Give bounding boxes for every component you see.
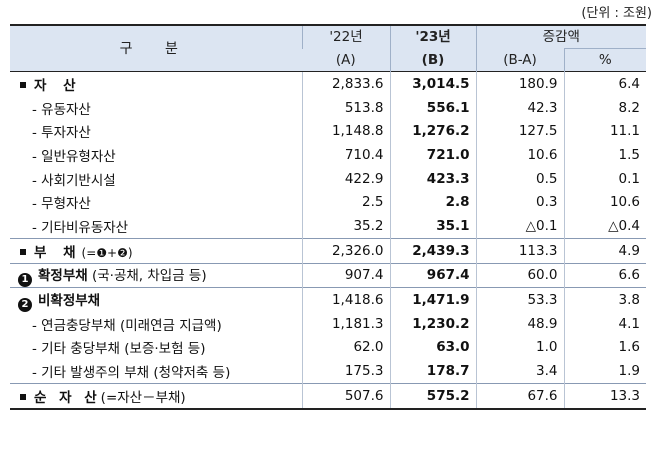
cell-v23: 2,439.3 — [389, 237, 476, 263]
cell-diff: 10.6 — [475, 143, 564, 167]
cell-diff: 48.9 — [475, 311, 564, 336]
cell-diff: 0.5 — [475, 166, 564, 191]
row-label: - 기타 충당부채 (보증·보험 등) — [32, 341, 206, 358]
cell-v22: 907.4 — [301, 262, 390, 288]
header-category: 구 분 — [10, 25, 302, 72]
cell-diff: 180.9 — [475, 70, 564, 96]
header-change: 증감액 — [475, 25, 647, 49]
cell-pct: △0.4 — [563, 214, 647, 239]
cell-v23: 2.8 — [389, 190, 476, 215]
cell-v23: 3,014.5 — [389, 70, 476, 96]
row-label: - 연금충당부채 (미래연금 지급액) — [32, 317, 222, 334]
unit-note: (단위 : 조원) — [581, 6, 652, 21]
square-bullet-icon — [20, 393, 26, 400]
table-row: - 투자자산 1,148.8 1,276.2 127.5 11.1 — [10, 119, 647, 144]
cell-pct: 4.9 — [563, 237, 647, 263]
row-label: 순 자 산(=자산－부채) — [10, 382, 302, 410]
row-label: 2 비확정부채 — [10, 287, 302, 312]
cell-v23: 178.7 — [389, 359, 476, 384]
header-y22: '22년 — [301, 25, 390, 49]
table-row: 2 비확정부채 1,418.6 1,471.9 53.3 3.8 — [10, 287, 647, 312]
circled-number-icon: 2 — [18, 297, 32, 312]
cell-v22: 1,148.8 — [301, 119, 390, 144]
cell-pct: 1.6 — [563, 335, 647, 360]
cell-pct: 0.1 — [563, 166, 647, 191]
table-row: - 기타비유동자산 35.2 35.1 △0.1 △0.4 — [10, 214, 647, 239]
cell-pct: 3.8 — [563, 287, 647, 312]
row-label: - 사회기반시설 — [32, 172, 116, 189]
cell-diff: 0.3 — [475, 190, 564, 215]
cell-pct: 11.1 — [563, 119, 647, 144]
row-label: - 투자자산 — [32, 125, 91, 142]
header-pct: % — [563, 48, 647, 72]
square-bullet-icon — [20, 81, 26, 88]
row-label: - 유동자산 — [32, 101, 91, 118]
cell-v22: 1,418.6 — [301, 287, 390, 312]
cell-pct: 6.6 — [563, 262, 647, 288]
cell-diff: 3.4 — [475, 359, 564, 384]
cell-v23: 423.3 — [389, 166, 476, 191]
header-y23-sub: (B) — [389, 48, 476, 72]
cell-v23: 556.1 — [389, 95, 476, 120]
table-row: 1 확정부채 (국·공채, 차입금 등) 907.4 967.4 60.0 6.6 — [10, 262, 647, 288]
cell-v22: 710.4 — [301, 143, 390, 167]
cell-v22: 422.9 — [301, 166, 390, 191]
header-y23: '23년 — [389, 25, 476, 49]
cell-diff: △0.1 — [475, 214, 564, 239]
cell-diff: 1.0 — [475, 335, 564, 360]
cell-diff: 53.3 — [475, 287, 564, 312]
cell-diff: 60.0 — [475, 262, 564, 288]
cell-pct: 10.6 — [563, 190, 647, 215]
row-label: - 기타비유동자산 — [32, 219, 129, 236]
cell-pct: 6.4 — [563, 70, 647, 96]
row-label: 1 확정부채 (국·공채, 차입금 등) — [10, 262, 302, 288]
cell-pct: 4.1 — [563, 311, 647, 336]
cell-v22: 2.5 — [301, 190, 390, 215]
cell-v22: 35.2 — [301, 214, 390, 239]
cell-pct: 1.9 — [563, 359, 647, 384]
cell-v22: 175.3 — [301, 359, 390, 384]
table-row: - 일반유형자산 710.4 721.0 10.6 1.5 — [10, 143, 647, 167]
row-label: - 일반유형자산 — [32, 148, 116, 165]
cell-pct: 1.5 — [563, 143, 647, 167]
cell-v23: 721.0 — [389, 143, 476, 167]
cell-v23: 1,276.2 — [389, 119, 476, 144]
table-row: - 연금충당부채 (미래연금 지급액) 1,181.3 1,230.2 48.9… — [10, 311, 647, 336]
cell-diff: 113.3 — [475, 237, 564, 263]
cell-v23: 35.1 — [389, 214, 476, 239]
cell-v22: 2,833.6 — [301, 70, 390, 96]
cell-v23: 967.4 — [389, 262, 476, 288]
cell-v22: 2,326.0 — [301, 237, 390, 263]
cell-v22: 513.8 — [301, 95, 390, 120]
table-row: - 유동자산 513.8 556.1 42.3 8.2 — [10, 95, 647, 120]
table-row: - 기타 발생주의 부채 (청약저축 등) 175.3 178.7 3.4 1.… — [10, 359, 647, 384]
cell-diff: 127.5 — [475, 119, 564, 144]
cell-diff: 42.3 — [475, 95, 564, 120]
table-row: - 무형자산 2.5 2.8 0.3 10.6 — [10, 190, 647, 215]
cell-v22: 62.0 — [301, 335, 390, 360]
cell-v23: 63.0 — [389, 335, 476, 360]
table-row: 순 자 산(=자산－부채) 507.6 575.2 67.6 13.3 — [10, 382, 647, 410]
cell-pct: 13.3 — [563, 382, 647, 410]
balance-table: 구 분 '22년 '23년 증감액 (A) (B) (B-A) % 자 산 2,… — [10, 24, 647, 410]
cell-v22: 1,181.3 — [301, 311, 390, 336]
cell-v22: 507.6 — [301, 382, 390, 410]
header-change-sub: (B-A) — [475, 48, 564, 72]
table-row: 자 산 2,833.6 3,014.5 180.9 6.4 — [10, 70, 647, 96]
row-label: 부 채(=❶+❷) — [10, 237, 302, 263]
table-row: - 사회기반시설 422.9 423.3 0.5 0.1 — [10, 166, 647, 191]
row-label: 자 산 — [10, 70, 302, 96]
cell-diff: 67.6 — [475, 382, 564, 410]
square-bullet-icon — [20, 248, 26, 255]
table-row: 부 채(=❶+❷) 2,326.0 2,439.3 113.3 4.9 — [10, 237, 647, 263]
table-row: - 기타 충당부채 (보증·보험 등) 62.0 63.0 1.0 1.6 — [10, 335, 647, 360]
header-y22-sub: (A) — [302, 48, 390, 72]
circled-number-icon: 1 — [18, 272, 32, 287]
cell-v23: 1,230.2 — [389, 311, 476, 336]
cell-v23: 1,471.9 — [389, 287, 476, 312]
row-label: - 무형자산 — [32, 196, 91, 213]
cell-v23: 575.2 — [389, 382, 476, 410]
cell-pct: 8.2 — [563, 95, 647, 120]
row-label: - 기타 발생주의 부채 (청약저축 등) — [32, 365, 231, 382]
